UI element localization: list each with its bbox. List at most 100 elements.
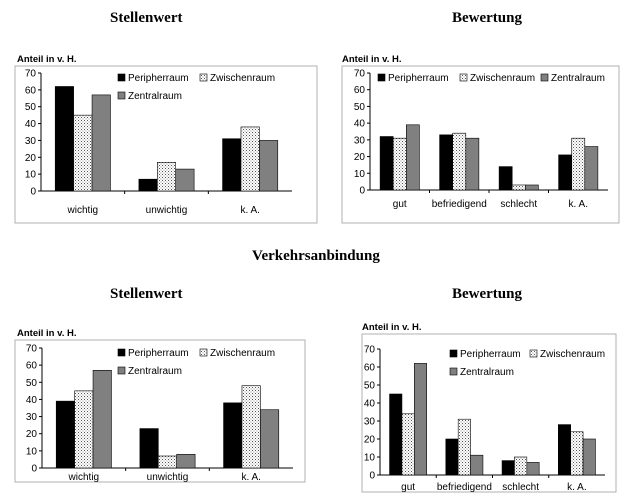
chart-4-legend-swatch-peripherraum (449, 349, 458, 358)
chart-4-ytick-label-20: 20 (364, 435, 376, 446)
chart-3-legend-swatch-peripherraum (117, 348, 126, 357)
chart-2-panel-border (341, 65, 620, 224)
chart-1-bar-k-a-zentralraum (259, 140, 279, 192)
chart-3-bar-wichtig-peripherraum (55, 400, 75, 469)
chart-1-bar-wichtig-zwischenraum (73, 114, 93, 192)
chart-3: Anteil in v. H. 0 10 20 30 40 50 60 70 wichtig unw… (14, 328, 306, 483)
chart-1-ytick-label-60: 60 (25, 85, 37, 96)
chart-4-bar-befriedigend-zwischenraum (457, 418, 471, 476)
chart-3-bar-wichtig-zwischenraum (74, 390, 94, 469)
chart-2-ytick-label-30: 30 (354, 135, 366, 146)
chart-2-bar-schlecht-zentralraum (524, 184, 539, 191)
chart-2-ytick-label-10: 10 (354, 169, 366, 180)
chart-2-category-label-befriedigend: befriedigend (432, 199, 487, 210)
chart-title-stellenwert-top: Stellenwert (110, 10, 183, 26)
chart-2-ytick-label-40: 40 (354, 119, 366, 130)
chart-4-legend-swatch-zwischenraum (529, 349, 538, 358)
chart-1-legend-swatch-zentralraum (117, 91, 126, 100)
chart-3-legend-label-zwischenraum: Zwischenraum (210, 348, 275, 359)
chart-4-bar-gut-zentralraum (414, 363, 427, 476)
chart-2-legend-label-zwischenraum: Zwischenraum (470, 73, 535, 84)
chart-4: Anteil in v. H. 0 10 20 30 40 50 60 70 gut befried… (361, 322, 617, 493)
chart-1-ytick-label-30: 30 (25, 136, 37, 147)
chart-4-bar-schlecht-zentralraum (526, 462, 540, 476)
chart-2-category-label-gut: gut (393, 199, 407, 210)
chart-4-category-label-befriedigend: befriedigend (437, 482, 492, 493)
chart-title-stellenwert-bottom: Stellenwert (110, 286, 183, 302)
chart-3-bar-unwichtig-peripherraum (139, 428, 159, 469)
chart-3-legend-swatch-zwischenraum (199, 348, 208, 357)
chart-3-ytick-label-50: 50 (26, 378, 38, 389)
chart-1-legend-swatch-peripherraum (117, 73, 126, 82)
chart-3-bar-k-a-peripherraum (223, 402, 243, 469)
chart-2-bar-k-a-zwischenraum (571, 137, 586, 191)
chart-4-ytick-label-30: 30 (364, 417, 376, 428)
chart-1-category-label-unwichtig: unwichtig (146, 205, 188, 216)
chart-4-bar-k-a-zentralraum (582, 438, 596, 476)
chart-4-category-label-schlecht: schlecht (502, 482, 539, 493)
chart-4-legend-label-peripherraum: Peripherraum (460, 349, 521, 360)
chart-3-category-label-unwichtig: unwichtig (147, 472, 189, 483)
chart-2-bar-gut-zwischenraum (392, 137, 407, 191)
chart-1-bar-k-a-zwischenraum (240, 126, 260, 192)
chart-3-ylabel: Anteil in v. H. (17, 328, 76, 339)
chart-3-ytick-label-70: 70 (26, 344, 38, 355)
chart-3-ytick-label-60: 60 (26, 361, 38, 372)
chart-2-legend-swatch-peripherraum (377, 73, 386, 82)
chart-1-legend-label-zwischenraum: Zwischenraum (210, 73, 275, 84)
chart-3-legend-label-zentralraum: Zentralraum (128, 366, 182, 377)
chart-title-bewertung-bottom: Bewertung (452, 286, 522, 302)
chart-4-ytick-label-0: 0 (369, 471, 375, 482)
chart-1-ytick-label-50: 50 (25, 102, 37, 113)
chart-4-category-label-k-a: k. A. (567, 482, 586, 493)
chart-2-ylabel: Anteil in v. H. (342, 54, 401, 65)
chart-4-bar-gut-peripherraum (389, 393, 403, 476)
chart-1-legend-swatch-zwischenraum (199, 73, 208, 82)
chart-3-category-label-wichtig: wichtig (68, 472, 100, 483)
chart-1-panel-border (14, 65, 318, 224)
chart-1-legend-label-peripherraum: Peripherraum (128, 73, 189, 84)
chart-4-panel-border (361, 333, 617, 493)
chart-2-category-label-k-a: k. A. (569, 199, 588, 210)
chart-2-bar-schlecht-peripherraum (498, 166, 513, 191)
chart-1-bar-unwichtig-peripherraum (138, 178, 158, 192)
chart-1-legend-label-zentralraum: Zentralraum (128, 91, 182, 102)
chart-1-ytick-label-40: 40 (25, 119, 37, 130)
chart-1-ytick-label-20: 20 (25, 153, 37, 164)
chart-3-legend-label-peripherraum: Peripherraum (128, 348, 189, 359)
chart-3-panel-border (14, 339, 306, 483)
chart-2-legend-swatch-zentralraum (540, 73, 549, 82)
chart-2-bar-befriedigend-zwischenraum (452, 132, 467, 191)
chart-2: Anteil in v. H. 0 10 20 30 40 50 60 70 gut befried… (341, 54, 620, 224)
chart-1-ytick-label-0: 0 (30, 187, 36, 198)
chart-3-ytick-label-30: 30 (26, 412, 38, 423)
chart-4-bar-schlecht-peripherraum (501, 460, 515, 476)
chart-2-ytick-label-20: 20 (354, 152, 366, 163)
chart-4-bar-gut-zwischenraum (401, 413, 415, 476)
chart-2-legend-label-zentralraum: Zentralraum (551, 73, 605, 84)
chart-3-bar-unwichtig-zwischenraum (157, 455, 178, 469)
chart-1-ytick-label-70: 70 (25, 69, 37, 80)
chart-2-ytick-label-70: 70 (354, 69, 366, 80)
chart-2-legend-label-peripherraum: Peripherraum (388, 73, 449, 84)
chart-4-ytick-label-50: 50 (364, 381, 376, 392)
chart-2-bar-gut-zentralraum (405, 124, 420, 191)
chart-4-bar-k-a-peripherraum (558, 424, 571, 476)
chart-4-legend-label-zentralraum: Zentralraum (460, 367, 514, 378)
chart-4-legend-label-zwischenraum: Zwischenraum (540, 349, 605, 360)
chart-1-ylabel: Anteil in v. H. (17, 54, 76, 65)
chart-3-ytick-label-0: 0 (31, 464, 37, 475)
chart-3-ytick-label-40: 40 (26, 395, 38, 406)
chart-3-bar-wichtig-zentralraum (92, 369, 112, 469)
chart-1-bar-k-a-peripherraum (222, 138, 242, 192)
chart-3-ytick-label-20: 20 (26, 429, 38, 440)
chart-1: Anteil in v. H. 0 10 20 30 40 50 60 70 wichtig unw… (14, 54, 318, 224)
chart-3-legend-swatch-zentralraum (117, 366, 126, 375)
chart-1-category-label-wichtig: wichtig (67, 205, 99, 216)
chart-4-ytick-label-70: 70 (364, 345, 376, 356)
chart-3-bar-k-a-zentralraum (260, 409, 280, 469)
chart-2-ytick-label-50: 50 (354, 102, 366, 113)
chart-3-bar-k-a-zwischenraum (241, 385, 261, 469)
section-heading: Verkehrsanbindung (252, 248, 380, 264)
